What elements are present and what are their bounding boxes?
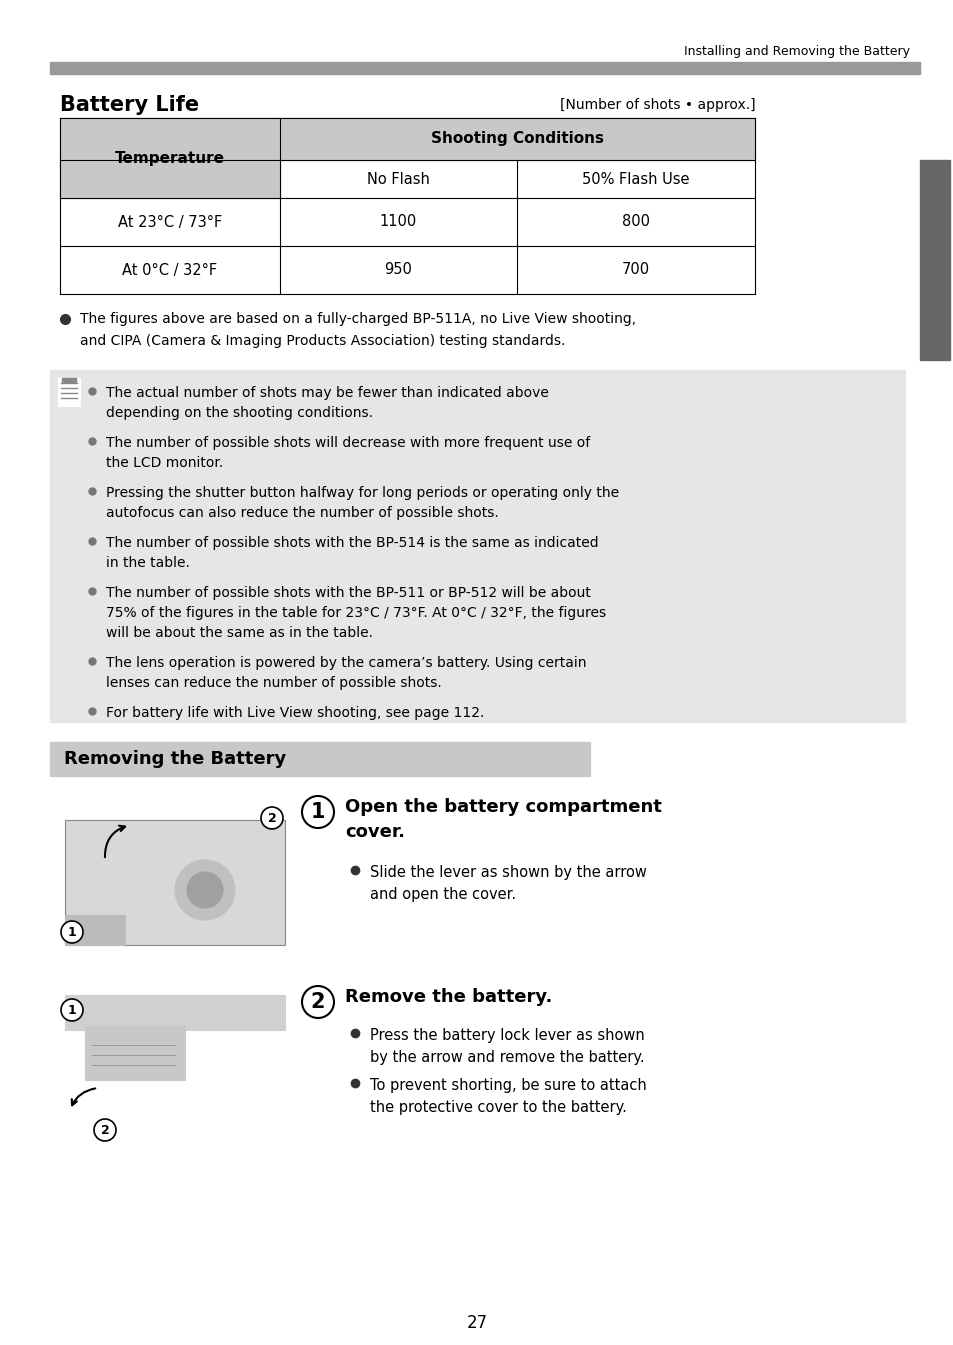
Text: No Flash: No Flash — [367, 172, 430, 187]
Circle shape — [61, 999, 83, 1021]
Text: The number of possible shots with the BP-514 is the same as indicated: The number of possible shots with the BP… — [106, 537, 598, 550]
Text: 700: 700 — [621, 262, 649, 277]
Bar — [280, 118, 754, 160]
Text: The lens operation is powered by the camera’s battery. Using certain: The lens operation is powered by the cam… — [106, 656, 586, 670]
Text: Remove the battery.: Remove the battery. — [345, 989, 552, 1006]
Text: Temperature: Temperature — [115, 151, 225, 165]
Text: will be about the same as in the table.: will be about the same as in the table. — [106, 625, 373, 640]
Text: Press the battery lock lever as shown
by the arrow and remove the battery.: Press the battery lock lever as shown by… — [370, 1028, 644, 1065]
Text: The figures above are based on a fully-charged BP-511A, no Live View shooting,: The figures above are based on a fully-c… — [80, 312, 636, 325]
Circle shape — [302, 796, 334, 829]
Text: in the table.: in the table. — [106, 555, 190, 570]
Text: [Number of shots • approx.]: [Number of shots • approx.] — [559, 98, 755, 112]
Text: At 0°C / 32°F: At 0°C / 32°F — [122, 262, 217, 277]
Bar — [50, 742, 589, 776]
Bar — [50, 790, 299, 960]
Text: For battery life with Live View shooting, see page 112.: For battery life with Live View shooting… — [106, 706, 484, 720]
Text: 50% Flash Use: 50% Flash Use — [581, 172, 689, 187]
Circle shape — [61, 921, 83, 943]
Text: 1: 1 — [311, 802, 325, 822]
Bar — [62, 378, 76, 382]
Text: 1: 1 — [68, 925, 76, 939]
Circle shape — [94, 1119, 116, 1141]
Text: 2: 2 — [100, 1123, 110, 1137]
Text: Open the battery compartment
cover.: Open the battery compartment cover. — [345, 798, 661, 841]
Text: 800: 800 — [621, 214, 649, 230]
Text: depending on the shooting conditions.: depending on the shooting conditions. — [106, 406, 373, 420]
Text: Installing and Removing the Battery: Installing and Removing the Battery — [683, 46, 909, 58]
Text: autofocus can also reduce the number of possible shots.: autofocus can also reduce the number of … — [106, 506, 498, 521]
Text: The number of possible shots will decrease with more frequent use of: The number of possible shots will decrea… — [106, 436, 590, 451]
Text: 2: 2 — [311, 993, 325, 1011]
Text: Shooting Conditions: Shooting Conditions — [431, 132, 603, 147]
Text: 75% of the figures in the table for 23°C / 73°F. At 0°C / 32°F, the figures: 75% of the figures in the table for 23°C… — [106, 607, 605, 620]
Text: the LCD monitor.: the LCD monitor. — [106, 456, 223, 469]
Circle shape — [261, 807, 283, 829]
Text: The actual number of shots may be fewer than indicated above: The actual number of shots may be fewer … — [106, 386, 548, 399]
Text: 950: 950 — [384, 262, 412, 277]
Text: lenses can reduce the number of possible shots.: lenses can reduce the number of possible… — [106, 677, 441, 690]
Text: Pressing the shutter button halfway for long periods or operating only the: Pressing the shutter button halfway for … — [106, 486, 618, 500]
Bar — [65, 915, 125, 946]
Bar — [65, 995, 285, 1030]
Text: 2: 2 — [268, 811, 276, 824]
Circle shape — [174, 859, 234, 920]
Text: Battery Life: Battery Life — [60, 95, 199, 116]
Bar — [60, 118, 280, 198]
Bar — [58, 378, 80, 406]
Text: At 23°C / 73°F: At 23°C / 73°F — [118, 214, 222, 230]
Circle shape — [187, 872, 223, 908]
Bar — [50, 981, 299, 1150]
Polygon shape — [65, 820, 285, 946]
Text: 27: 27 — [466, 1314, 487, 1332]
Text: The number of possible shots with the BP-511 or BP-512 will be about: The number of possible shots with the BP… — [106, 586, 590, 600]
Text: and CIPA (Camera & Imaging Products Association) testing standards.: and CIPA (Camera & Imaging Products Asso… — [80, 334, 565, 348]
Circle shape — [302, 986, 334, 1018]
Bar — [50, 370, 904, 722]
Text: 1: 1 — [68, 1003, 76, 1017]
Bar — [50, 62, 919, 74]
Bar — [919, 160, 949, 360]
Bar — [85, 1025, 185, 1080]
Text: 1100: 1100 — [379, 214, 416, 230]
Text: To prevent shorting, be sure to attach
the protective cover to the battery.: To prevent shorting, be sure to attach t… — [370, 1077, 646, 1115]
Text: Removing the Battery: Removing the Battery — [64, 751, 286, 768]
Text: Slide the lever as shown by the arrow
and open the cover.: Slide the lever as shown by the arrow an… — [370, 865, 646, 902]
